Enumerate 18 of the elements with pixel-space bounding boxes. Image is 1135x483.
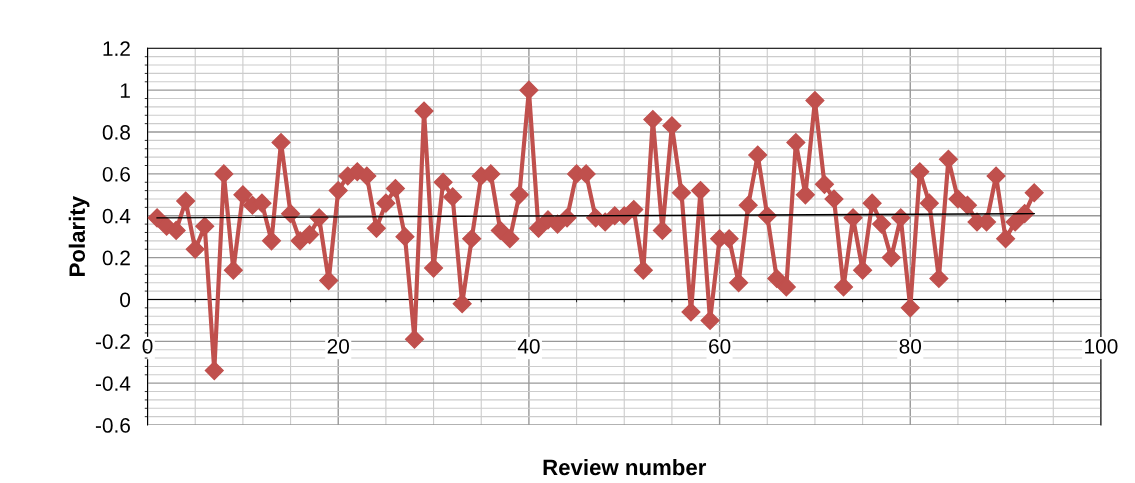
- y-tick-label: -0.4: [95, 376, 131, 391]
- y-tick-label: 0.6: [102, 166, 130, 182]
- y-axis-title: Polarity: [68, 196, 90, 276]
- y-tick-label: 1: [120, 83, 130, 98]
- y-tick-label: -0.6: [95, 418, 130, 433]
- x-axis-title: Review number: [543, 458, 707, 476]
- y-tick-label: 1.2: [103, 41, 130, 56]
- x-tick-label: 0: [142, 338, 153, 354]
- x-tick-label: 100: [1085, 338, 1118, 354]
- y-tick-label: 0.2: [102, 250, 130, 266]
- y-tick-label: 0.4: [102, 208, 131, 224]
- y-tick-label: 0.8: [102, 125, 130, 140]
- y-tick-label: -0.2: [95, 334, 130, 350]
- x-tick-label: 40: [517, 338, 540, 354]
- x-tick-label: 20: [327, 338, 349, 354]
- x-tick-label: 60: [709, 338, 731, 354]
- x-tick-label: 80: [899, 338, 922, 354]
- y-tick-label: 0: [120, 292, 131, 308]
